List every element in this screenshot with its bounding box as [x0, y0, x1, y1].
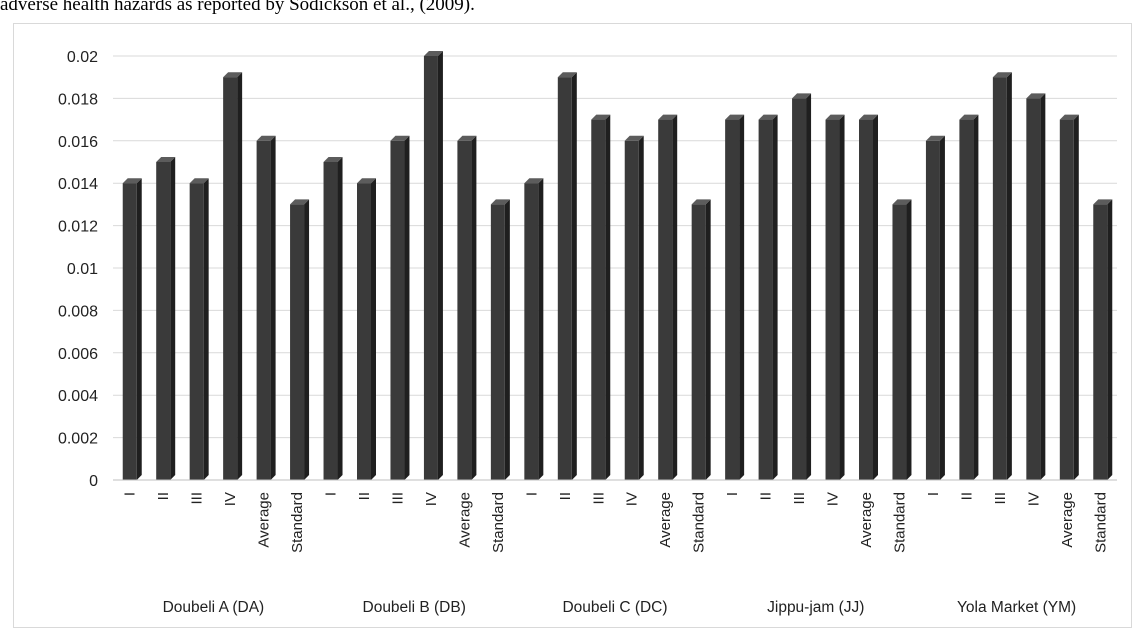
bar — [825, 114, 845, 480]
x-tick-label: I — [122, 492, 139, 496]
bar — [1093, 199, 1113, 480]
x-tick-label: III — [389, 492, 406, 505]
bar — [959, 114, 979, 480]
bar — [457, 135, 477, 481]
y-tick-label: 0.002 — [58, 431, 98, 448]
y-tick-label: 0.014 — [58, 176, 98, 193]
x-tick-label: II — [155, 492, 172, 500]
y-tick-label: 0.018 — [58, 91, 98, 108]
bar — [624, 135, 644, 481]
x-tick-label: II — [958, 492, 975, 500]
bar — [490, 199, 510, 480]
x-tick-label: Standard — [691, 492, 708, 553]
y-tick-label: 0.01 — [67, 261, 98, 278]
group-label: Jippu-jam (JJ) — [767, 599, 864, 616]
y-tick-label: 0.004 — [58, 388, 98, 405]
bar — [357, 178, 376, 480]
bar — [859, 114, 878, 480]
x-tick-label: Standard — [490, 492, 507, 553]
bar — [725, 114, 745, 480]
bar — [390, 135, 410, 481]
group-label: Doubeli B (DB) — [363, 599, 466, 616]
y-tick-label: 0.016 — [58, 134, 98, 151]
x-tick-label: Average — [456, 492, 473, 548]
x-tick-label: III — [992, 492, 1009, 505]
x-tick-label: III — [590, 492, 607, 505]
bar — [1059, 114, 1079, 480]
group-label: Doubeli A (DA) — [163, 599, 265, 616]
bar — [591, 114, 611, 480]
bar — [557, 72, 577, 480]
bar — [1026, 93, 1046, 481]
bar — [925, 135, 945, 481]
bar — [423, 51, 443, 480]
bar — [156, 157, 176, 480]
y-tick-label: 0.006 — [58, 346, 98, 363]
bar — [892, 199, 912, 480]
x-tick-label: IV — [624, 492, 641, 506]
bar — [992, 72, 1012, 480]
x-tick-label: III — [189, 492, 206, 505]
bar — [792, 93, 812, 481]
x-tick-label: III — [791, 492, 808, 505]
x-tick-label: II — [356, 492, 373, 500]
y-tick-label: 0.012 — [58, 219, 98, 236]
bar — [658, 114, 678, 480]
bar — [223, 72, 243, 480]
x-tick-label: Average — [1059, 492, 1076, 548]
x-tick-label: IV — [222, 492, 239, 506]
figure-caption: adverse health hazards as reported by So… — [0, 0, 475, 15]
bar — [691, 199, 711, 480]
x-tick-label: I — [523, 492, 540, 496]
x-tick-label: I — [323, 492, 340, 496]
x-tick-label: IV — [423, 492, 440, 506]
x-tick-label: Standard — [1092, 492, 1109, 553]
group-label: Yola Market (YM) — [957, 599, 1076, 616]
x-tick-label: Standard — [289, 492, 306, 553]
bar — [122, 178, 142, 480]
x-tick-label: IV — [1025, 492, 1042, 506]
bar — [290, 199, 310, 480]
bar — [256, 135, 276, 481]
y-tick-label: 0.02 — [67, 49, 98, 66]
x-tick-label: Average — [256, 492, 273, 548]
x-tick-label: I — [925, 492, 942, 496]
x-tick-label: Average — [657, 492, 674, 548]
group-label: Doubeli C (DC) — [562, 599, 667, 616]
y-tick-label: 0 — [89, 473, 98, 490]
x-tick-label: Average — [858, 492, 875, 548]
bar — [758, 114, 778, 480]
x-tick-label: I — [724, 492, 741, 496]
bar — [189, 178, 209, 480]
x-tick-label: II — [557, 492, 574, 500]
x-tick-label: Standard — [891, 492, 908, 553]
x-tick-label: II — [758, 492, 775, 500]
x-tick-label: IV — [825, 492, 842, 506]
bar — [524, 178, 544, 480]
y-tick-label: 0.008 — [58, 303, 98, 320]
bar — [323, 157, 343, 480]
